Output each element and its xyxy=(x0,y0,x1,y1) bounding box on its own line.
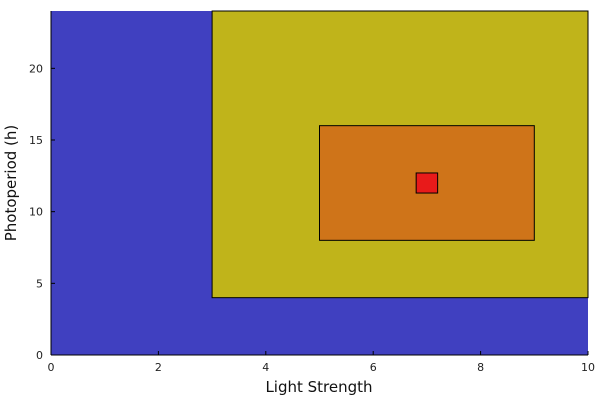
x-tick-label: 6 xyxy=(370,361,377,374)
x-tick-label: 4 xyxy=(262,361,269,374)
x-ticks: 0 2 4 6 8 10 xyxy=(48,351,595,374)
x-tick-label: 10 xyxy=(581,361,595,374)
y-tick-label: 10 xyxy=(29,206,43,219)
y-tick-label: 5 xyxy=(36,277,43,290)
y-axis-title: Photoperiod (h) xyxy=(2,125,20,242)
x-tick-label: 2 xyxy=(155,361,162,374)
x-axis-title: Light Strength xyxy=(265,378,372,396)
y-tick-label: 20 xyxy=(29,62,43,75)
y-tick-label: 15 xyxy=(29,134,43,147)
x-tick-label: 0 xyxy=(48,361,55,374)
region-group xyxy=(51,10,589,355)
y-tick-label: 0 xyxy=(36,349,43,362)
y-ticks: 0 5 10 15 20 xyxy=(29,62,55,362)
region-3 xyxy=(415,172,439,194)
x-tick-label: 8 xyxy=(477,361,484,374)
